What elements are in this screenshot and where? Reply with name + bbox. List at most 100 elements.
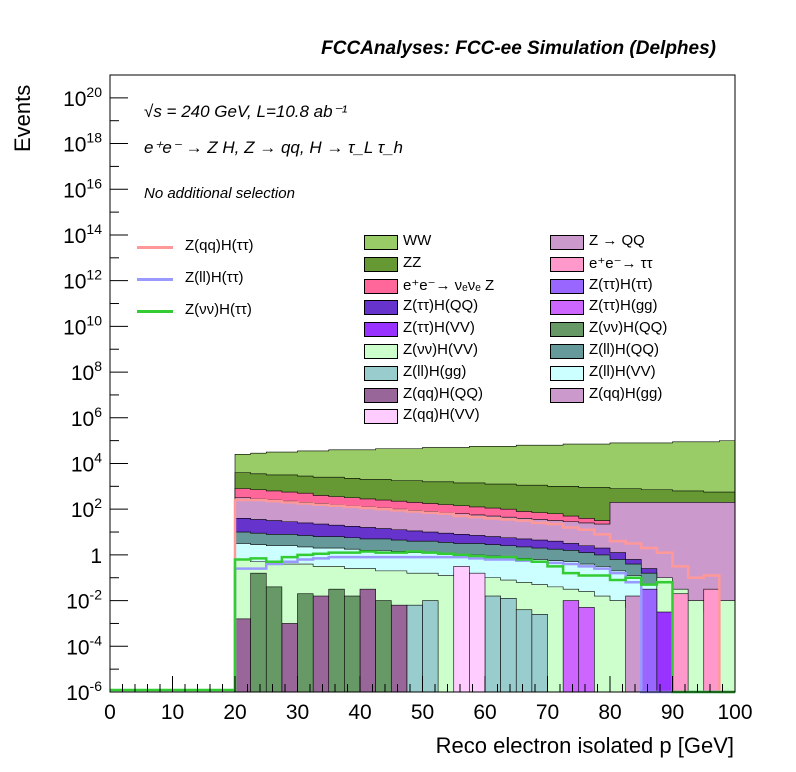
x-tick-label-8: 80: [598, 701, 621, 724]
spike-bar-3-1: [469, 572, 486, 693]
spike-bar-5-0: [640, 588, 658, 693]
legend-swatch-b-4: [550, 322, 584, 338]
spike-bar-2-4: [344, 595, 361, 693]
y-axis-title: Events: [10, 84, 35, 152]
x-axis-title: Reco electron isolated p [GeV]: [435, 733, 734, 758]
y-tick-label-12: 1018: [63, 130, 102, 157]
y-tick-label-7: 108: [71, 358, 102, 385]
legend-label-a-7: Z(qq)H(QQ): [403, 384, 483, 402]
legend-line-swatch-2: [137, 310, 173, 313]
x-tick-label-5: 50: [411, 701, 434, 724]
legend-label-b-3: Z(ττ)H(gg): [589, 297, 658, 315]
legend-swatch-a-6: [364, 365, 398, 381]
spike-bar-0-4: [515, 609, 533, 693]
legend-label-a-8: Z(qq)H(VV): [403, 406, 480, 424]
y-tick-label-4: 102: [71, 495, 102, 522]
spike-bar-7-0: [672, 593, 689, 693]
legend-line-label-1: Z(ll)H(ττ): [185, 269, 244, 286]
legend-swatch-b-7: [550, 387, 584, 403]
legend-label-a-5: Z(νν)H(VV): [403, 341, 478, 358]
x-tick-label-9: 90: [661, 701, 684, 724]
spike-bar-7-1: [703, 588, 720, 693]
spike-bar-2-0: [250, 572, 267, 693]
legend-swatch-b-1: [550, 256, 584, 272]
line-histograms: [110, 498, 735, 694]
energy-luminosity-label: √s = 240 GeV, L=10.8 ab⁻¹: [144, 102, 348, 121]
axes: 0 10 20 30 40 50 60 70 80 90 10010-610-410-2110210…: [63, 74, 753, 724]
legend-swatch-a-1: [364, 256, 398, 272]
y-tick-label-2: 10-2: [66, 587, 102, 614]
legend-label-a-6: Z(ll)H(gg): [403, 362, 467, 380]
legend-label-a-4: Z(ττ)H(VV): [403, 319, 475, 337]
spike-bar-1-2: [312, 595, 330, 693]
legend-label-b-6: Z(ll)H(VV): [589, 362, 656, 380]
spike-bar-0-1: [422, 600, 439, 693]
y-tick-label-0: 10-6: [66, 678, 102, 705]
legend-label-b-1: e⁺e⁻→ ττ: [589, 254, 653, 272]
y-tick-label-3: 1: [90, 545, 102, 568]
legend-swatch-b-5: [550, 344, 584, 359]
spike-bar-0-0: [406, 604, 423, 693]
y-tick-label-6: 106: [71, 404, 102, 431]
x-tick-label-10: 100: [717, 701, 752, 724]
spike-bar-1-3: [359, 588, 376, 693]
process-label: e⁺e⁻ → Z H, Z → qq, H → τ_L τ_h: [144, 138, 403, 157]
line-series-0: [233, 498, 735, 694]
legend-label-a-2: e⁺e⁻→ νₑνₑ Z: [403, 276, 495, 294]
legend-swatch-a-7: [364, 387, 398, 403]
legend-line-swatch-0: [137, 246, 173, 249]
legend-swatch-a-0: [364, 235, 398, 250]
y-tick-label-11: 1016: [63, 175, 102, 202]
legend-label-a-1: ZZ: [403, 253, 422, 271]
spike-bar-2-5: [375, 600, 392, 693]
legend-label-b-0: Z → QQ: [589, 232, 645, 249]
spike-bar-4-1: [578, 607, 595, 693]
legend-label-a-0: WW: [403, 232, 432, 249]
x-tick-label-0: 0: [104, 701, 116, 724]
spike-bar-4-0: [562, 600, 580, 693]
legend-swatch-b-3: [550, 300, 584, 316]
x-tick-label-3: 30: [286, 701, 309, 724]
spike-bar-2-1: [265, 586, 283, 693]
legend-label-b-4: Z(νν)H(QQ): [589, 319, 668, 337]
spike-bar-3-0: [453, 566, 470, 693]
legend-swatch-a-4: [364, 322, 398, 338]
legend-swatch-a-2: [364, 278, 398, 294]
spike-bar-1-1: [281, 623, 298, 693]
x-tick-label-4: 40: [348, 701, 371, 724]
legend-swatch-a-8: [364, 409, 398, 425]
legend-line-swatch-1: [137, 278, 173, 281]
legend-swatch-b-0: [550, 235, 584, 250]
spike-bar-0-3: [500, 598, 517, 693]
legend-label-b-2: Z(ττ)H(ττ): [589, 275, 653, 293]
legend-line-label-0: Z(qq)H(ττ): [185, 237, 254, 254]
y-tick-label-1: 10-4: [66, 632, 102, 659]
line-series-2: [233, 550, 735, 694]
legend-line-label-2: Z(νν)H(ττ): [185, 301, 252, 318]
x-tick-label-7: 70: [536, 701, 559, 724]
y-tick-label-10: 1014: [63, 221, 102, 248]
legend-swatch-b-2: [550, 278, 584, 294]
legend-label-b-5: Z(ll)H(QQ): [589, 341, 659, 358]
legend-label-b-7: Z(qq)H(gg): [589, 384, 663, 402]
selection-label: No additional selection: [144, 185, 295, 202]
y-tick-label-13: 1020: [63, 84, 102, 111]
x-tick-label-6: 60: [473, 701, 496, 724]
y-tick-label-5: 104: [71, 449, 102, 476]
spike-bar-1-0: [234, 618, 251, 693]
x-tick-label-1: 10: [161, 701, 184, 724]
spike-bar-2-3: [328, 588, 345, 693]
spike-bar-2-2: [297, 593, 314, 693]
spike-bar-0-2: [484, 595, 501, 693]
legend-swatch-b-6: [550, 365, 584, 381]
x-tick-label-2: 20: [223, 701, 246, 724]
legend-swatch-a-5: [364, 344, 398, 359]
y-tick-label-8: 1010: [63, 312, 102, 339]
chart-header: FCCAnalyses: FCC-ee Simulation (Delphes): [321, 38, 716, 59]
spike-bar-0-5: [531, 614, 548, 693]
legend-swatch-a-3: [364, 300, 398, 316]
spike-bar-1-4: [390, 604, 408, 693]
y-tick-label-9: 1012: [63, 267, 102, 294]
legend-label-a-3: Z(ττ)H(QQ): [403, 297, 479, 315]
